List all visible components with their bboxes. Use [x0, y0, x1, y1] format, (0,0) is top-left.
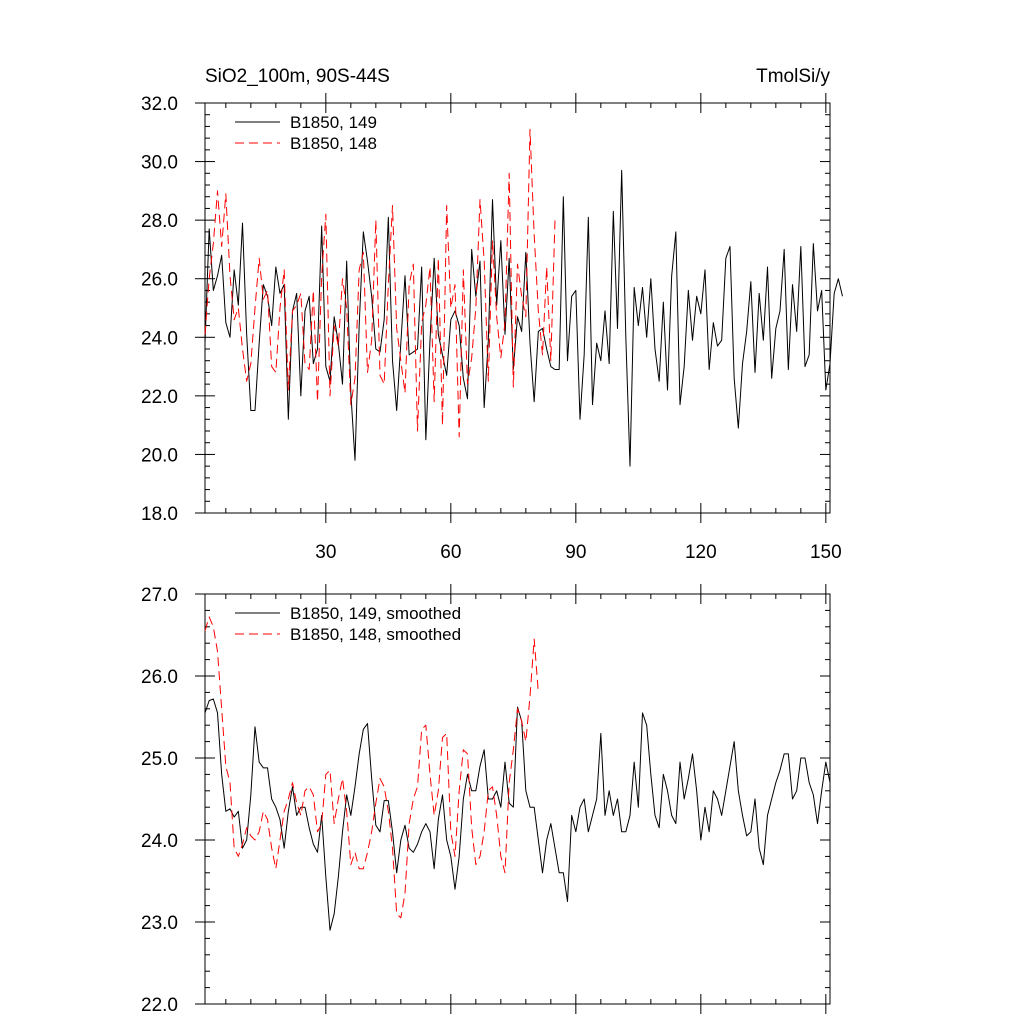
top-chart-units: TmolSi/y — [756, 66, 830, 87]
y-tick-label: 18.0 — [141, 504, 178, 525]
series-line-b1850-149 — [204, 169, 843, 467]
y-tick-label: 22.0 — [141, 387, 178, 408]
legend-label-b1850-149-smoothed: B1850, 149, smoothed — [290, 604, 461, 623]
bottom-chart-axes: 22.0 23.0 24.0 25.0 26.0 27.0 — [141, 584, 830, 1016]
y-tick-label: 26.0 — [141, 270, 178, 291]
legend-label-b1850-148-smoothed: B1850, 148, smoothed — [290, 625, 461, 644]
series-line-b1850-148-smoothed — [204, 616, 539, 919]
y-tick-label: 25.0 — [141, 749, 178, 770]
x-tick-label: 30 — [315, 542, 336, 563]
top-chart-axes: 18.0 20.0 22.0 24.0 26.0 28.0 30.0 32.0 30 60 90 12… — [141, 93, 842, 563]
bottom-chart-plot-area — [204, 593, 831, 1005]
top-chart: SiO2_100m, 90S-44S TmolSi/y 18.0 20.0 22.0… — [141, 66, 843, 563]
top-chart-legend: B1850, 149 B1850, 148 — [235, 113, 377, 153]
x-tick-label: 60 — [440, 542, 461, 563]
y-tick-label: 24.0 — [141, 328, 178, 349]
bottom-chart: 22.0 23.0 24.0 25.0 26.0 27.0 B1850, 149, smo… — [141, 584, 831, 1016]
y-tick-label: 30.0 — [141, 153, 178, 174]
legend-label-b1850-148: B1850, 148 — [290, 134, 377, 153]
y-tick-label: 27.0 — [141, 585, 178, 606]
y-tick-label: 20.0 — [141, 445, 178, 466]
bottom-chart-legend: B1850, 149, smoothed B1850, 148, smoothe… — [235, 604, 461, 644]
y-tick-label: 26.0 — [141, 667, 178, 688]
top-chart-plot-area — [204, 102, 831, 514]
series-line-b1850-149-smoothed — [204, 698, 831, 931]
bottom-chart-series — [204, 616, 831, 931]
y-tick-label: 23.0 — [141, 913, 178, 934]
x-tick-label: 90 — [565, 542, 586, 563]
top-chart-title: SiO2_100m, 90S-44S — [205, 66, 390, 87]
y-tick-label: 24.0 — [141, 831, 178, 852]
y-tick-label: 22.0 — [141, 995, 178, 1016]
y-tick-label: 32.0 — [141, 94, 178, 115]
top-chart-series — [204, 128, 843, 467]
legend-label-b1850-149: B1850, 149 — [290, 113, 377, 132]
y-tick-label: 28.0 — [141, 211, 178, 232]
x-tick-label: 150 — [810, 542, 842, 563]
series-line-b1850-148 — [204, 128, 556, 438]
x-tick-label: 120 — [685, 542, 717, 563]
